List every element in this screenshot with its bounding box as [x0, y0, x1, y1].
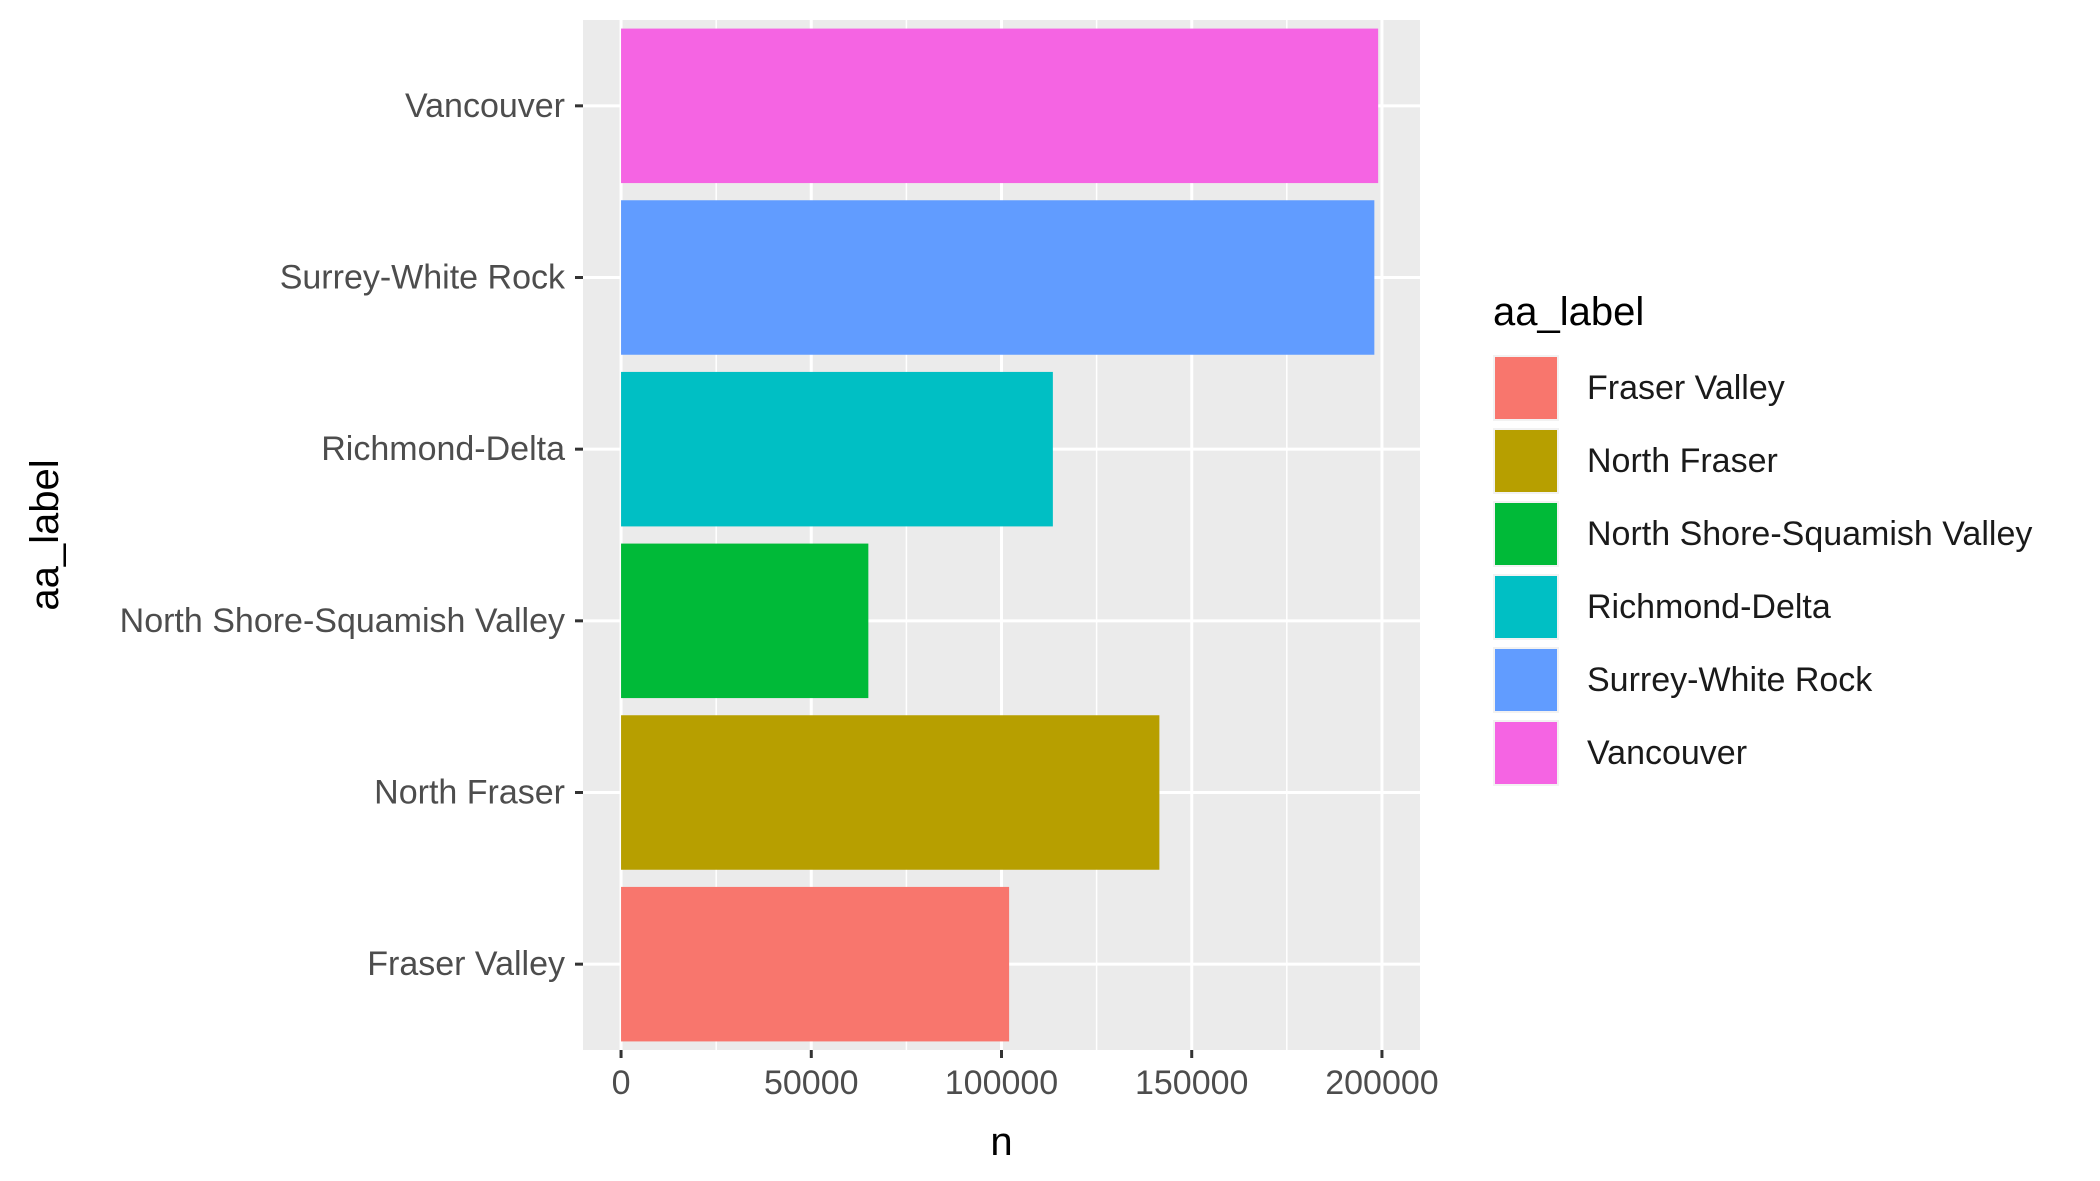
- y-tick-label-vancouver: Vancouver: [405, 87, 565, 125]
- legend-swatch-north-fraser: [1495, 430, 1557, 492]
- minor-gridlines: [715, 20, 1288, 1050]
- x-axis: 0 50000 100000 150000 200000: [612, 1050, 1439, 1102]
- y-tick-label-north-shore-squamish-valley: North Shore-Squamish Valley: [120, 602, 565, 640]
- x-tick-label: 50000: [764, 1064, 859, 1102]
- bar-north-fraser: [621, 715, 1160, 870]
- legend-swatch-fraser-valley: [1495, 357, 1557, 419]
- bar-surrey-white-rock: [621, 200, 1375, 355]
- y-axis: Fraser Valley North Fraser North Shore-Squ…: [120, 87, 583, 983]
- y-tick-label-surrey-white-rock: Surrey-White Rock: [280, 259, 566, 297]
- legend-swatch-richmond-delta: [1495, 576, 1557, 638]
- legend-swatch-north-shore-squamish-valley: [1495, 503, 1557, 565]
- y-tick-label-north-fraser: North Fraser: [374, 774, 565, 812]
- legend: aa_label Fraser Valley North Fraser North …: [1493, 290, 2032, 786]
- legend-title: aa_label: [1493, 290, 1644, 334]
- legend-swatch-vancouver: [1495, 722, 1557, 784]
- y-tick-label-fraser-valley: Fraser Valley: [367, 945, 565, 983]
- x-axis-title: n: [990, 1120, 1012, 1164]
- x-tick-label: 200000: [1325, 1064, 1438, 1102]
- bar-fraser-valley: [621, 886, 1010, 1042]
- legend-label-fraser-valley: Fraser Valley: [1587, 369, 1785, 407]
- bar-vancouver: [621, 28, 1379, 184]
- bar-north-shore-squamish-valley: [621, 543, 869, 699]
- y-tick-label-richmond-delta: Richmond-Delta: [321, 430, 565, 468]
- y-axis-title: aa_label: [23, 459, 67, 610]
- legend-label-north-fraser: North Fraser: [1587, 442, 1778, 480]
- legend-label-surrey-white-rock: Surrey-White Rock: [1587, 661, 1873, 699]
- legend-label-vancouver: Vancouver: [1587, 734, 1747, 772]
- x-tick-label: 100000: [945, 1064, 1058, 1102]
- bars-group: [621, 28, 1379, 1042]
- bar-richmond-delta: [621, 371, 1053, 527]
- x-tick-label: 0: [612, 1064, 631, 1102]
- legend-label-north-shore-squamish-valley: North Shore-Squamish Valley: [1587, 515, 2032, 553]
- legend-swatch-surrey-white-rock: [1495, 649, 1557, 711]
- legend-label-richmond-delta: Richmond-Delta: [1587, 588, 1831, 626]
- x-tick-label: 150000: [1135, 1064, 1248, 1102]
